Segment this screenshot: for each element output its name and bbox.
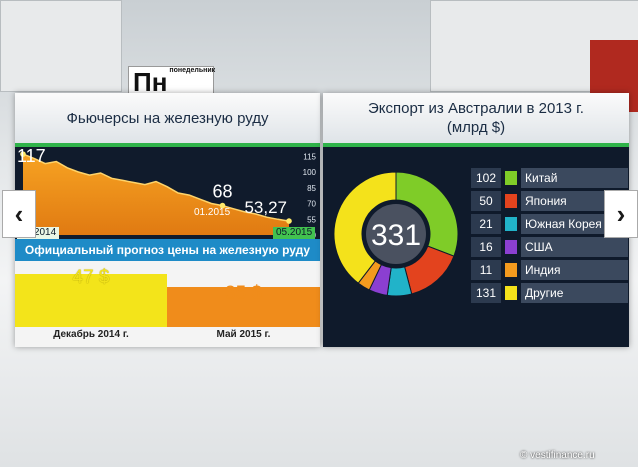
- legend-row: 16 США: [471, 236, 628, 258]
- channel-logo: Пн понедельник: [128, 66, 215, 102]
- donut-slice-другие: [333, 171, 397, 284]
- donut-center: [366, 204, 426, 264]
- date-mid-label: 01.2015: [194, 207, 231, 218]
- iron-ore-panel: Фьючерсы на железную руду 11510085705540…: [15, 93, 320, 347]
- forecast-bar-may-2015: [167, 287, 320, 327]
- donut-total-label: 331: [371, 219, 421, 252]
- donut-slice-китай: [395, 171, 459, 257]
- legend-swatch: [505, 194, 517, 208]
- export-panel: Экспорт из Австралии в 2013 г. (млрд $) …: [323, 93, 629, 347]
- legend-label: Южная Корея: [521, 214, 628, 234]
- export-title-line1: Экспорт из Австралии в 2013 г.: [368, 100, 584, 117]
- futures-line: [22, 153, 290, 222]
- y-tick-label: 55: [307, 215, 316, 224]
- futures-point: [20, 151, 26, 157]
- export-legend: 102 Китай 50 Япония 21 Южная Корея 16 США 11 Инди…: [471, 167, 628, 305]
- forecast-value-dec-2014: 47 $: [72, 267, 110, 288]
- futures-chart-svg: 115100857055401176853,27: [17, 146, 317, 240]
- legend-label: Китай: [521, 168, 628, 188]
- export-title-line2: (млрд $): [446, 119, 506, 136]
- legend-label: США: [521, 237, 628, 257]
- export-donut-svg: 331: [333, 171, 459, 297]
- futures-area: [23, 154, 289, 235]
- legend-swatch: [505, 171, 517, 185]
- legend-swatch: [505, 286, 517, 300]
- legend-value: 21: [471, 214, 501, 234]
- export-title: Экспорт из Австралии в 2013 г. (млрд $): [323, 93, 629, 147]
- prev-slide-button[interactable]: ‹: [2, 190, 36, 238]
- forecast-label-may-2015: Май 2015 г.: [216, 329, 271, 340]
- date-end-label: 05.2015: [273, 227, 316, 239]
- y-tick-label: 100: [303, 168, 317, 177]
- legend-row: 131 Другие: [471, 282, 628, 304]
- forecast-value-may-2015: 35 $: [225, 283, 262, 304]
- legend-label: Индия: [521, 260, 628, 280]
- futures-value-label: 117: [17, 147, 46, 166]
- next-slide-button[interactable]: ›: [604, 190, 638, 238]
- legend-row: 21 Южная Корея: [471, 213, 628, 235]
- legend-value: 131: [471, 283, 501, 303]
- forecast-bar-dec-2014: [15, 273, 167, 327]
- legend-value: 11: [471, 260, 501, 280]
- source-credit: © vestifinance.ru: [520, 450, 595, 461]
- forecast-title: Официальный прогноз цены на железную руд…: [15, 239, 320, 261]
- y-tick-label: 115: [303, 152, 316, 161]
- futures-value-label: 68: [212, 182, 232, 202]
- legend-row: 11 Индия: [471, 259, 628, 281]
- studio-backdrop-left: [0, 0, 122, 92]
- iron-ore-title: Фьючерсы на железную руду: [15, 93, 320, 147]
- futures-value-label: 53,27: [244, 198, 287, 217]
- legend-label: Другие: [521, 283, 628, 303]
- legend-swatch: [505, 217, 517, 231]
- forecast-bars: 47 $ 35 $ Декабрь 2014 г. Май 2015 г.: [15, 261, 320, 347]
- y-tick-label: 70: [307, 200, 316, 209]
- legend-row: 50 Япония: [471, 190, 628, 212]
- legend-value: 50: [471, 191, 501, 211]
- export-donut: 331: [331, 169, 461, 299]
- futures-point: [219, 202, 226, 209]
- legend-value: 102: [471, 168, 501, 188]
- legend-swatch: [505, 240, 517, 254]
- legend-row: 102 Китай: [471, 167, 628, 189]
- legend-swatch: [505, 263, 517, 277]
- y-tick-label: 85: [307, 184, 316, 193]
- futures-chart: 115100857055401176853,27 01.2014 01.2015…: [15, 146, 320, 240]
- forecast-label-dec-2014: Декабрь 2014 г.: [53, 329, 129, 340]
- legend-value: 16: [471, 237, 501, 257]
- futures-point: [286, 218, 292, 224]
- legend-label: Япония: [521, 191, 628, 211]
